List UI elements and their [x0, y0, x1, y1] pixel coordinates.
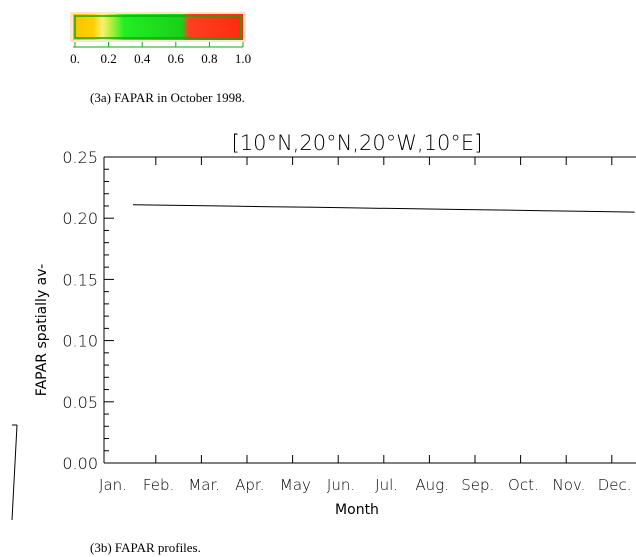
- x-tick-label: Apr.: [235, 476, 264, 494]
- caption: (3b) FAPAR profiles.: [90, 540, 201, 555]
- y-tick-label: 0.25: [62, 148, 98, 167]
- colorbar-tick-label: 1.0: [235, 51, 251, 66]
- colorbar-frame: [74, 15, 242, 39]
- colorbar-tick-label: 0.: [70, 51, 80, 66]
- x-tick-label: Jun.: [327, 476, 355, 494]
- x-tick-label: Dec.: [598, 476, 632, 494]
- y-tick-label: 0.20: [62, 209, 98, 228]
- x-tick-label: May: [280, 476, 311, 494]
- caption: (3a) FAPAR in October 1998.: [90, 90, 245, 105]
- x-tick-label: Mar.: [188, 476, 220, 494]
- x-tick-label: Oct.: [508, 476, 539, 494]
- y-tick-label: 0.00: [62, 454, 98, 473]
- y-axis-title: FAPAR spatially av-: [34, 264, 50, 396]
- y-tick-label: 0.05: [62, 393, 98, 412]
- colorbar: [70, 12, 246, 48]
- x-tick-label: Aug.: [415, 476, 449, 494]
- colorbar-tick-label: 0.4: [134, 51, 151, 66]
- x-tick-label: Jul.: [375, 476, 398, 494]
- colorbar-tick-label: 0.2: [100, 51, 116, 66]
- stray-mark: [11, 424, 18, 521]
- x-tick-label: Jan.: [99, 476, 127, 494]
- data-line: [132, 204, 635, 213]
- x-tick-label: Nov.: [553, 476, 586, 494]
- y-tick-label: 0.10: [62, 332, 98, 351]
- x-axis-title: Month: [335, 502, 379, 518]
- y-tick-label: 0.15: [62, 270, 98, 289]
- x-tick-label: Feb.: [143, 476, 174, 494]
- chart-title: [10°N,20°N,20°W,10°E]: [232, 131, 483, 155]
- colorbar-fill: [73, 14, 243, 40]
- colorbar-tick-label: 0.8: [201, 51, 217, 66]
- x-tick-label: Sep.: [461, 476, 494, 494]
- colorbar-tick-label: 0.6: [168, 51, 185, 66]
